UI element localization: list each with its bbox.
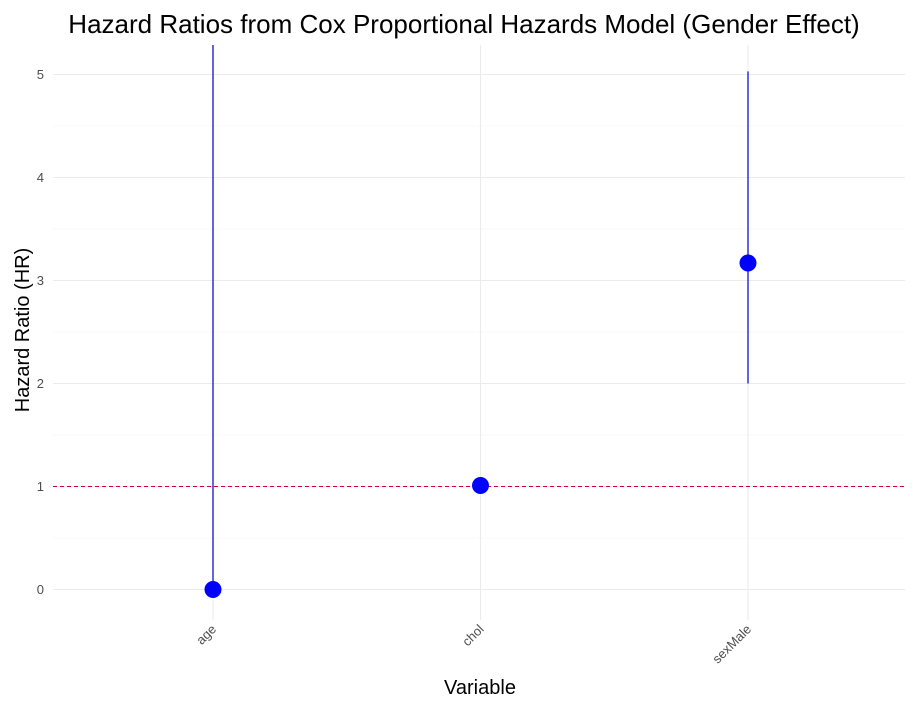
x-tick-label-age: age (193, 622, 219, 648)
grid (53, 45, 905, 620)
data-points (204, 254, 757, 598)
y-tick-label: 5 (37, 67, 44, 82)
data-point-age (204, 581, 222, 598)
data-point-sexMale (739, 254, 757, 272)
y-axis-title: Hazard Ratio (HR) (12, 248, 34, 412)
y-tick-label: 2 (37, 376, 44, 391)
y-tick-label: 0 (37, 582, 44, 597)
x-tick-label-sexMale: sexMale (709, 622, 754, 667)
x-axis-title: Variable (444, 677, 516, 699)
y-axis-tick-labels: 0 1 2 3 4 5 (37, 67, 44, 597)
y-tick-label: 3 (37, 273, 44, 288)
x-axis-tick-labels: age chol sexMale (193, 621, 754, 666)
data-point-chol (472, 476, 489, 494)
y-tick-label: 1 (37, 479, 44, 494)
chart-title: Hazard Ratios from Cox Proportional Haza… (68, 9, 859, 39)
x-tick-label-chol: chol (459, 621, 487, 649)
y-tick-label: 4 (37, 170, 44, 185)
